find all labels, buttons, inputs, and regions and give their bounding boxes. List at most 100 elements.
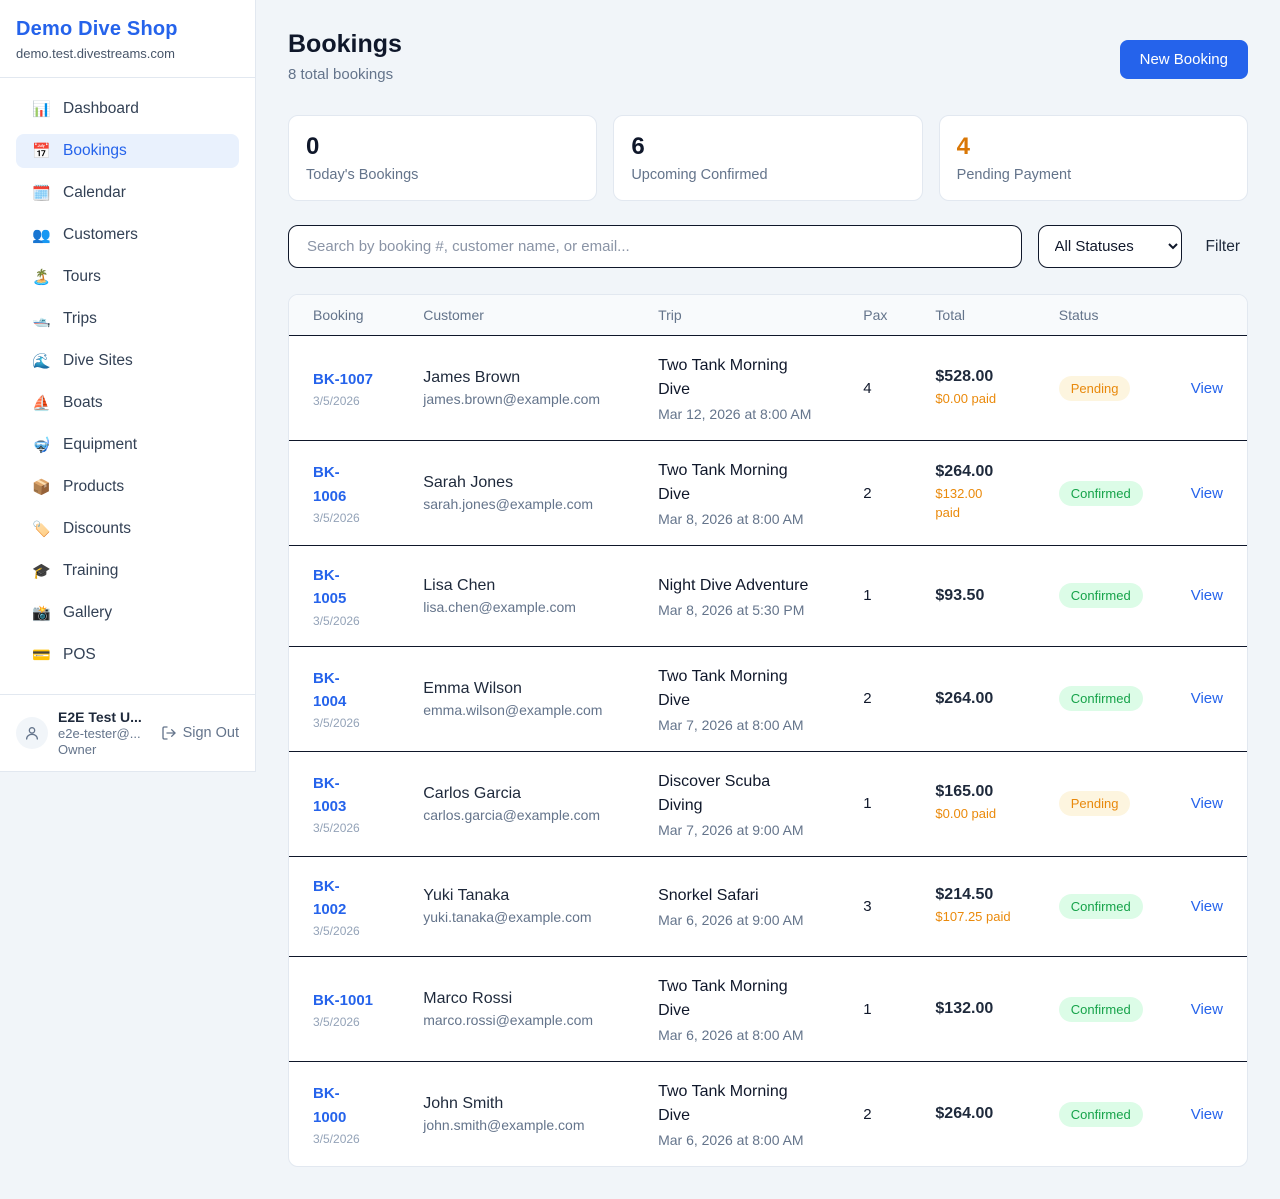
pax-count: 3: [863, 897, 872, 915]
trip-name: Snorkel Safari: [658, 887, 759, 905]
sidebar-item-label: Boats: [63, 394, 103, 411]
status-badge: Confirmed: [1058, 996, 1143, 1022]
sidebar-item-bookings[interactable]: 📅 Bookings: [16, 134, 239, 168]
bookings-table: Booking Customer Trip Pax Total Status B…: [289, 295, 1247, 1166]
booking-date: 3/5/2026: [313, 1015, 360, 1030]
trip-datetime: Mar 8, 2026 at 8:00 AM: [658, 511, 804, 527]
total-amount: $264.00: [935, 1105, 994, 1122]
customer-name: Emma Wilson: [423, 679, 522, 697]
booking-date: 3/5/2026: [313, 510, 360, 525]
stat-card-upcoming-confirmed: 6 Upcoming Confirmed: [613, 115, 923, 201]
booking-date: 3/5/2026: [313, 716, 360, 731]
sidebar-item-dive-sites[interactable]: 🌊 Dive Sites: [16, 344, 239, 378]
view-booking-link[interactable]: View: [1190, 379, 1223, 397]
customer-name: John Smith: [423, 1095, 504, 1112]
sidebar-item-label: POS: [63, 646, 96, 663]
stat-value: 4: [956, 133, 971, 160]
total-amount: $214.50: [935, 885, 994, 903]
sidebar-item-label: Customers: [63, 226, 138, 243]
table-row: BK- 1003 3/5/2026 Carlos Garcia carlos.g…: [289, 751, 1247, 857]
status-badge: Pending: [1058, 791, 1131, 816]
table-row: BK- 1000 3/5/2026 John Smith john.smith@…: [289, 1062, 1247, 1167]
equipment-icon: 🤿: [32, 437, 51, 454]
search-input[interactable]: [288, 225, 1022, 268]
sign-out-button[interactable]: Sign Out: [161, 725, 239, 741]
booking-id-link[interactable]: BK- 1006: [313, 464, 347, 505]
booking-id-link[interactable]: BK- 1003: [313, 774, 347, 815]
total-amount: $132.00: [935, 1000, 994, 1017]
sidebar-item-trips[interactable]: 🛥️ Trips: [16, 302, 239, 336]
booking-id-link[interactable]: BK-1001: [313, 991, 374, 1009]
sidebar-item-label: Dashboard: [63, 100, 139, 117]
customer-email: yuki.tanaka@example.com: [423, 909, 592, 926]
new-booking-button[interactable]: New Booking: [1119, 40, 1248, 79]
status-filter-select[interactable]: All Statuses: [1037, 225, 1182, 268]
amount-paid: $107.25 paid: [935, 908, 1011, 924]
status-badge: Confirmed: [1058, 893, 1143, 919]
sidebar-item-label: Bookings: [63, 142, 127, 159]
customer-email: james.brown@example.com: [423, 391, 601, 407]
sidebar-item-label: Calendar: [63, 184, 126, 201]
table-row: BK-1001 3/5/2026 Marco Rossi marco.rossi…: [289, 956, 1247, 1062]
sidebar-nav: 📊 Dashboard 📅 Bookings 🗓️ Calendar 👥 Cus…: [0, 78, 255, 694]
table-row: BK- 1005 3/5/2026 Lisa Chen lisa.chen@ex…: [289, 545, 1247, 647]
booking-id-link[interactable]: BK-1007: [313, 370, 374, 388]
sign-out-label: Sign Out: [182, 725, 239, 741]
view-booking-link[interactable]: View: [1190, 795, 1223, 812]
trip-datetime: Mar 6, 2026 at 8:00 AM: [658, 1027, 804, 1043]
view-booking-link[interactable]: View: [1190, 690, 1223, 707]
stat-label: Upcoming Confirmed: [631, 167, 768, 183]
pos-icon: 💳: [32, 647, 51, 664]
sidebar-item-tours[interactable]: 🏝️ Tours: [16, 260, 239, 294]
total-amount: $93.50: [935, 586, 985, 604]
booking-date: 3/5/2026: [313, 821, 360, 836]
pax-count: 2: [863, 1105, 872, 1123]
customer-email: john.smith@example.com: [423, 1117, 585, 1133]
pax-count: 1: [863, 1000, 872, 1018]
sidebar-item-gallery[interactable]: 📸 Gallery: [16, 596, 239, 630]
customer-email: marco.rossi@example.com: [423, 1012, 594, 1028]
customer-name: Carlos Garcia: [423, 784, 522, 802]
total-amount: $165.00: [935, 783, 994, 801]
sidebar-item-label: Equipment: [63, 436, 138, 453]
sidebar-item-label: Trips: [63, 310, 97, 327]
user-name: E2E Test U...: [58, 709, 142, 725]
total-amount: $528.00: [935, 367, 994, 385]
trip-name: Two Tank Morning Dive: [658, 357, 788, 398]
status-badge: Pending: [1058, 375, 1131, 401]
view-booking-link[interactable]: View: [1190, 587, 1223, 605]
filter-button[interactable]: Filter: [1198, 232, 1248, 262]
user-meta: E2E Test U... e2e-tester@... Owner: [58, 709, 151, 757]
view-booking-link[interactable]: View: [1190, 1105, 1223, 1123]
sidebar-header: Demo Dive Shop demo.test.divestreams.com: [0, 0, 255, 78]
booking-id-link[interactable]: BK- 1004: [313, 669, 347, 710]
amount-paid: $0.00 paid: [935, 806, 997, 822]
column-header-total: Total: [911, 295, 1035, 336]
dive-sites-icon: 🌊: [32, 353, 51, 370]
sidebar-item-calendar[interactable]: 🗓️ Calendar: [16, 176, 239, 210]
table-row: BK- 1002 3/5/2026 Yuki Tanaka yuki.tanak…: [289, 856, 1247, 957]
booking-id-link[interactable]: BK- 1000: [313, 1085, 347, 1126]
sidebar-item-pos[interactable]: 💳 POS: [16, 638, 239, 672]
sidebar-item-customers[interactable]: 👥 Customers: [16, 218, 239, 252]
sidebar-item-label: Discounts: [63, 520, 132, 537]
booking-id-link[interactable]: BK- 1005: [313, 567, 347, 608]
table-row: BK-1007 3/5/2026 James Brown james.brown…: [289, 335, 1247, 441]
user-email: e2e-tester@...: [58, 726, 141, 741]
sidebar-item-discounts[interactable]: 🏷️ Discounts: [16, 512, 239, 546]
sidebar-item-dashboard[interactable]: 📊 Dashboard: [16, 92, 239, 126]
customers-icon: 👥: [32, 227, 51, 244]
booking-id-link[interactable]: BK- 1002: [313, 877, 347, 918]
view-booking-link[interactable]: View: [1190, 484, 1223, 502]
total-amount: $264.00: [935, 689, 994, 707]
sidebar-item-boats[interactable]: ⛵ Boats: [16, 386, 239, 420]
view-booking-link[interactable]: View: [1190, 1000, 1223, 1018]
sidebar-item-training[interactable]: 🎓 Training: [16, 554, 239, 588]
sidebar-item-equipment[interactable]: 🤿 Equipment: [16, 428, 239, 462]
amount-paid: $132.00 paid: [935, 486, 983, 520]
sidebar-item-products[interactable]: 📦 Products: [16, 470, 239, 504]
pax-count: 4: [863, 379, 872, 397]
products-icon: 📦: [32, 479, 51, 496]
trip-datetime: Mar 6, 2026 at 9:00 AM: [658, 912, 804, 929]
view-booking-link[interactable]: View: [1190, 897, 1223, 915]
